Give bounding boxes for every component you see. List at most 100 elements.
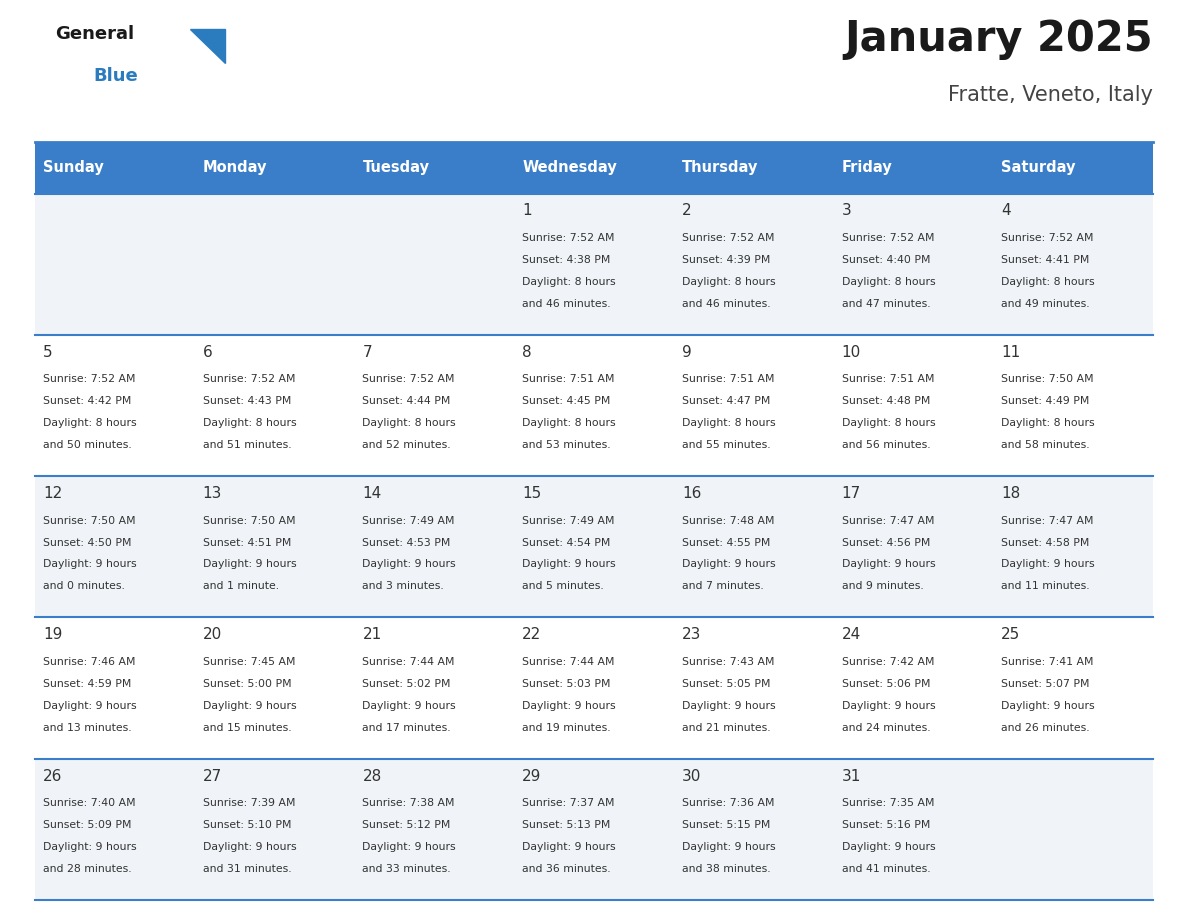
Text: and 31 minutes.: and 31 minutes. — [203, 864, 291, 874]
Text: 3: 3 — [841, 204, 852, 218]
Text: and 51 minutes.: and 51 minutes. — [203, 440, 291, 450]
Text: Daylight: 8 hours: Daylight: 8 hours — [203, 419, 296, 428]
Text: Sunset: 5:15 PM: Sunset: 5:15 PM — [682, 820, 770, 830]
Text: 7: 7 — [362, 345, 372, 360]
Text: Sunrise: 7:44 AM: Sunrise: 7:44 AM — [362, 657, 455, 667]
Text: Sunset: 4:41 PM: Sunset: 4:41 PM — [1001, 255, 1089, 265]
Text: 16: 16 — [682, 486, 701, 501]
Text: and 7 minutes.: and 7 minutes. — [682, 581, 764, 591]
Text: 4: 4 — [1001, 204, 1011, 218]
Text: Sunday: Sunday — [43, 161, 103, 175]
Text: and 47 minutes.: and 47 minutes. — [841, 298, 930, 308]
Text: Daylight: 8 hours: Daylight: 8 hours — [362, 419, 456, 428]
Text: Sunrise: 7:52 AM: Sunrise: 7:52 AM — [682, 233, 775, 243]
Text: Wednesday: Wednesday — [523, 161, 617, 175]
Text: and 46 minutes.: and 46 minutes. — [523, 298, 611, 308]
Text: Sunset: 4:44 PM: Sunset: 4:44 PM — [362, 397, 450, 407]
Text: Sunset: 4:39 PM: Sunset: 4:39 PM — [682, 255, 770, 265]
Text: and 17 minutes.: and 17 minutes. — [362, 722, 451, 733]
Text: and 55 minutes.: and 55 minutes. — [682, 440, 771, 450]
Text: Sunrise: 7:52 AM: Sunrise: 7:52 AM — [523, 233, 614, 243]
Text: Sunset: 4:50 PM: Sunset: 4:50 PM — [43, 538, 132, 548]
Text: Tuesday: Tuesday — [362, 161, 429, 175]
Text: Sunrise: 7:43 AM: Sunrise: 7:43 AM — [682, 657, 775, 667]
Text: and 58 minutes.: and 58 minutes. — [1001, 440, 1089, 450]
Text: and 53 minutes.: and 53 minutes. — [523, 440, 611, 450]
Bar — [34, 476, 1154, 618]
Text: Daylight: 9 hours: Daylight: 9 hours — [43, 559, 137, 569]
Text: and 49 minutes.: and 49 minutes. — [1001, 298, 1089, 308]
Text: Sunset: 4:45 PM: Sunset: 4:45 PM — [523, 397, 611, 407]
Text: 24: 24 — [841, 627, 861, 643]
Text: Daylight: 8 hours: Daylight: 8 hours — [841, 277, 935, 287]
Text: 8: 8 — [523, 345, 532, 360]
Text: Daylight: 8 hours: Daylight: 8 hours — [841, 419, 935, 428]
Text: Sunset: 4:47 PM: Sunset: 4:47 PM — [682, 397, 770, 407]
Text: Daylight: 8 hours: Daylight: 8 hours — [43, 419, 137, 428]
Text: Sunset: 4:56 PM: Sunset: 4:56 PM — [841, 538, 930, 548]
Bar — [34, 335, 1154, 476]
Text: Sunrise: 7:39 AM: Sunrise: 7:39 AM — [203, 799, 295, 808]
Text: Daylight: 9 hours: Daylight: 9 hours — [682, 842, 776, 852]
Text: 11: 11 — [1001, 345, 1020, 360]
Text: 21: 21 — [362, 627, 381, 643]
Text: Daylight: 9 hours: Daylight: 9 hours — [203, 559, 296, 569]
Text: and 50 minutes.: and 50 minutes. — [43, 440, 132, 450]
Text: Sunset: 5:00 PM: Sunset: 5:00 PM — [203, 679, 291, 688]
Text: 27: 27 — [203, 768, 222, 784]
Text: Daylight: 8 hours: Daylight: 8 hours — [523, 419, 615, 428]
Text: Sunrise: 7:51 AM: Sunrise: 7:51 AM — [682, 375, 775, 385]
Text: Sunrise: 7:52 AM: Sunrise: 7:52 AM — [362, 375, 455, 385]
Text: and 33 minutes.: and 33 minutes. — [362, 864, 451, 874]
Text: Sunset: 5:06 PM: Sunset: 5:06 PM — [841, 679, 930, 688]
Text: Saturday: Saturday — [1001, 161, 1076, 175]
Text: and 11 minutes.: and 11 minutes. — [1001, 581, 1089, 591]
Text: Daylight: 9 hours: Daylight: 9 hours — [682, 559, 776, 569]
Text: January 2025: January 2025 — [845, 18, 1154, 60]
Text: 1: 1 — [523, 204, 532, 218]
Text: Sunset: 4:55 PM: Sunset: 4:55 PM — [682, 538, 770, 548]
Text: Sunrise: 7:52 AM: Sunrise: 7:52 AM — [43, 375, 135, 385]
Text: Sunset: 4:53 PM: Sunset: 4:53 PM — [362, 538, 450, 548]
Text: and 0 minutes.: and 0 minutes. — [43, 581, 125, 591]
Text: Sunset: 5:10 PM: Sunset: 5:10 PM — [203, 820, 291, 830]
Text: and 52 minutes.: and 52 minutes. — [362, 440, 451, 450]
Text: Sunset: 5:12 PM: Sunset: 5:12 PM — [362, 820, 450, 830]
Text: 14: 14 — [362, 486, 381, 501]
Text: Daylight: 9 hours: Daylight: 9 hours — [362, 559, 456, 569]
Text: Daylight: 9 hours: Daylight: 9 hours — [1001, 559, 1095, 569]
Text: Daylight: 9 hours: Daylight: 9 hours — [841, 559, 935, 569]
Text: and 36 minutes.: and 36 minutes. — [523, 864, 611, 874]
Text: 9: 9 — [682, 345, 691, 360]
Text: and 5 minutes.: and 5 minutes. — [523, 581, 604, 591]
Text: Daylight: 9 hours: Daylight: 9 hours — [203, 842, 296, 852]
Text: Monday: Monday — [203, 161, 267, 175]
Text: Blue: Blue — [93, 67, 138, 85]
Text: Sunrise: 7:41 AM: Sunrise: 7:41 AM — [1001, 657, 1094, 667]
Polygon shape — [190, 29, 225, 63]
Text: Daylight: 9 hours: Daylight: 9 hours — [43, 700, 137, 711]
Text: Sunset: 4:49 PM: Sunset: 4:49 PM — [1001, 397, 1089, 407]
Text: Daylight: 9 hours: Daylight: 9 hours — [362, 842, 456, 852]
Text: Daylight: 9 hours: Daylight: 9 hours — [362, 700, 456, 711]
Text: Sunset: 4:40 PM: Sunset: 4:40 PM — [841, 255, 930, 265]
Text: Sunrise: 7:42 AM: Sunrise: 7:42 AM — [841, 657, 934, 667]
Text: 23: 23 — [682, 627, 701, 643]
Text: 2: 2 — [682, 204, 691, 218]
Text: 10: 10 — [841, 345, 861, 360]
Bar — [34, 758, 1154, 900]
Text: Sunrise: 7:51 AM: Sunrise: 7:51 AM — [523, 375, 614, 385]
Text: Sunrise: 7:47 AM: Sunrise: 7:47 AM — [1001, 516, 1094, 526]
Text: 6: 6 — [203, 345, 213, 360]
Text: 19: 19 — [43, 627, 62, 643]
Text: Sunrise: 7:50 AM: Sunrise: 7:50 AM — [43, 516, 135, 526]
Text: Fratte, Veneto, Italy: Fratte, Veneto, Italy — [948, 85, 1154, 105]
Text: Sunrise: 7:45 AM: Sunrise: 7:45 AM — [203, 657, 295, 667]
Text: Sunrise: 7:50 AM: Sunrise: 7:50 AM — [1001, 375, 1094, 385]
Text: Daylight: 8 hours: Daylight: 8 hours — [682, 419, 776, 428]
Text: Daylight: 8 hours: Daylight: 8 hours — [682, 277, 776, 287]
Bar — [34, 618, 1154, 758]
Text: Daylight: 9 hours: Daylight: 9 hours — [523, 559, 615, 569]
Text: Sunrise: 7:47 AM: Sunrise: 7:47 AM — [841, 516, 934, 526]
Text: Sunset: 5:03 PM: Sunset: 5:03 PM — [523, 679, 611, 688]
